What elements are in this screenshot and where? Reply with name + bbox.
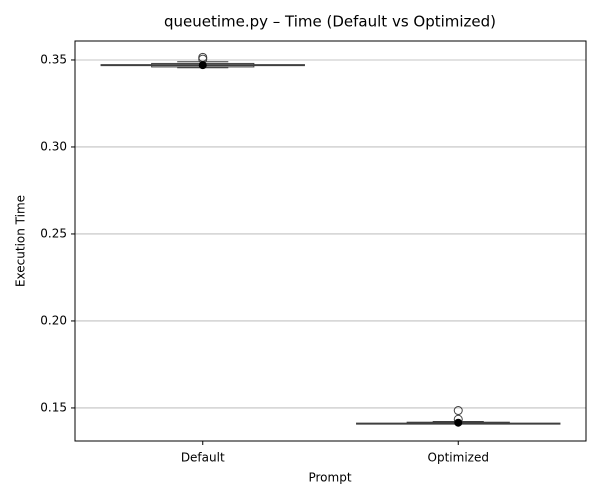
mean [454,418,463,427]
y-axis-label: Execution Time [14,195,28,287]
mean [198,61,207,70]
y-tick-label: 0.15 [40,400,67,414]
x-tick-label: Default [181,451,225,465]
outlier [453,406,463,416]
chart-title: queuetime.py – Time (Default vs Optimize… [164,13,496,31]
plot-frame [74,40,587,442]
x-tick-label: Optimized [428,451,489,465]
y-tick-label: 0.35 [40,52,67,66]
y-tick-label: 0.20 [40,313,67,327]
x-axis-label: Prompt [308,471,351,485]
y-tick-label: 0.30 [40,139,67,153]
y-tick-label: 0.25 [40,226,67,240]
